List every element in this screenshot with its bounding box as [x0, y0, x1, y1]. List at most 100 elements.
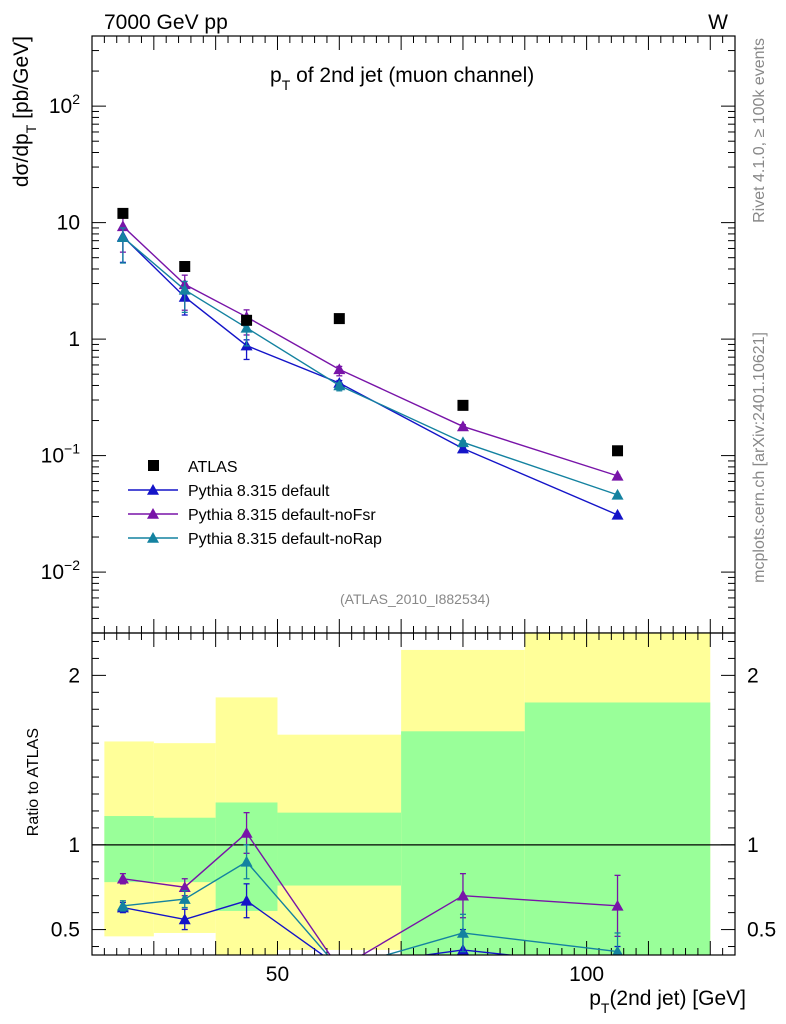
atlas-data-point [241, 314, 253, 326]
y-axis-label-main: dσ/dp [10, 133, 33, 187]
atlas-data-point [179, 261, 191, 273]
y-tick-label: 10−2 [41, 557, 81, 584]
atlas-data-point [117, 207, 129, 219]
x-axis-label-rest: (2nd jet) [GeV] [609, 987, 746, 1010]
y-tick-label: 1 [68, 328, 80, 351]
y-tick-label-base: 1 [68, 328, 80, 351]
atlas-data-point [457, 399, 469, 411]
green-band [277, 812, 402, 886]
ratio-series-marker [240, 855, 253, 867]
series-marker [178, 283, 191, 295]
plot-title: pT of 2nd jet (muon channel) [270, 64, 534, 93]
plot-title-sub: T [282, 77, 291, 93]
y-axis-label: dσ/dpT [pb/GeV] [10, 36, 39, 187]
legend-label: Pythia 8.315 default-noRap [188, 531, 382, 548]
x-tick-label: 100 [569, 963, 604, 986]
series-marker [611, 469, 624, 481]
y-tick-label-exponent: 2 [72, 91, 80, 107]
ratio-series-marker [178, 913, 191, 925]
rivet-version-label: Rivet 4.1.0, ≥ 100k events [751, 38, 768, 223]
y-axis-label-rest: [pb/GeV] [10, 36, 33, 125]
ratio-y-axis-label: Ratio to ATLAS [25, 728, 42, 836]
y-tick-label-base: 10 [49, 95, 72, 118]
main-series [116, 216, 624, 520]
ratio-bands [92, 633, 735, 955]
y-axis-label-sub: T [23, 124, 39, 133]
ratio-series-marker [611, 899, 624, 911]
ratio-series-marker [456, 926, 469, 938]
plot-title-rest: of 2nd jet (muon channel) [290, 64, 534, 87]
ratio-y-tick-label-right: 0.5 [747, 919, 776, 942]
ratio-frame [91, 632, 736, 956]
energy-label: 7000 GeV pp [104, 11, 228, 34]
y-tick-label-exponent: −1 [64, 441, 80, 457]
ratio-y-tick-label-right: 2 [747, 664, 759, 687]
legend-marker-square [148, 460, 159, 471]
green-band [104, 816, 154, 883]
green-band [153, 817, 216, 883]
x-tick-label: 50 [266, 963, 289, 986]
legend-marker-triangle [147, 508, 159, 519]
ratio-panel: 0.5 0.5 1 1 2 2 50 100 Ratio to ATLAS pT(2nd j… [25, 632, 776, 1016]
ratio-series-marker [116, 899, 129, 911]
ratio-series-marker [333, 963, 345, 974]
ratio-series-line [122, 860, 618, 955]
y-tick-label: 10−1 [41, 441, 81, 468]
ratio-series-marker [240, 894, 253, 906]
series-marker [240, 321, 253, 333]
series-marker [456, 442, 469, 454]
ratio-series-line [122, 899, 516, 955]
ratio-series-marker [456, 889, 469, 901]
atlas-data-point [612, 445, 624, 457]
analysis-label: (ATLAS_2010_I882534) [340, 591, 490, 607]
y-tick-label-exponent: −2 [64, 557, 80, 573]
series-marker [611, 508, 624, 520]
legend-label: Pythia 8.315 default [188, 483, 330, 500]
ratio-series-line [122, 831, 618, 955]
ratio-series-marker [178, 893, 191, 904]
ratio-series-marker [333, 961, 345, 972]
ratio-y-tick-label-right: 1 [747, 834, 759, 857]
ratio-series-marker [116, 872, 129, 884]
series-marker [333, 379, 346, 391]
series-marker [333, 363, 346, 375]
legend: ATLAS Pythia 8.315 default Pythia 8.315 de… [128, 459, 382, 548]
legend-label: Pythia 8.315 default-noFsr [188, 507, 376, 524]
series-line [122, 236, 618, 516]
ratio-series-marker [333, 963, 345, 974]
process-label: W [708, 11, 728, 34]
ratio-y-ticks: 0.5 0.5 1 1 2 2 [51, 640, 776, 948]
ratio-series-marker [612, 961, 624, 972]
ratio-y-tick-label-left: 1 [68, 834, 80, 857]
legend-marker-triangle [147, 484, 159, 495]
y-tick-label-base: 10 [41, 561, 64, 584]
series-line [122, 225, 618, 477]
x-axis-label-main: p [589, 987, 601, 1010]
series-marker [456, 436, 469, 448]
y-tick-label-base: 10 [41, 445, 64, 468]
legend-marker-triangle [147, 532, 159, 543]
y-tick-label: 10 [57, 212, 80, 235]
mcplots-label: mcplots.cern.ch [arXiv:2401.10621] [751, 332, 768, 583]
ratio-series-marker [612, 945, 623, 955]
ratio-series-marker [240, 826, 253, 838]
x-axis-label: pT(2nd jet) [GeV] [589, 987, 746, 1016]
atlas-data-point [333, 313, 345, 325]
y-tick-label-base: 10 [57, 212, 80, 235]
ratio-series-marker [178, 881, 191, 893]
x-axis-label-sub: T [601, 1000, 610, 1016]
legend-label: ATLAS [188, 459, 238, 476]
ratio-series [116, 811, 624, 974]
series-marker [611, 488, 624, 500]
series-marker [456, 420, 469, 432]
ratio-x-ticks: 50 100 [103, 633, 736, 986]
series-marker [116, 231, 129, 242]
ratio-y-tick-label-left: 2 [68, 664, 80, 687]
ratio-y-tick-label-left: 0.5 [51, 919, 80, 942]
atlas-data-points [117, 207, 624, 457]
plot-title-main: p [270, 64, 282, 87]
y-tick-label: 102 [49, 91, 80, 118]
